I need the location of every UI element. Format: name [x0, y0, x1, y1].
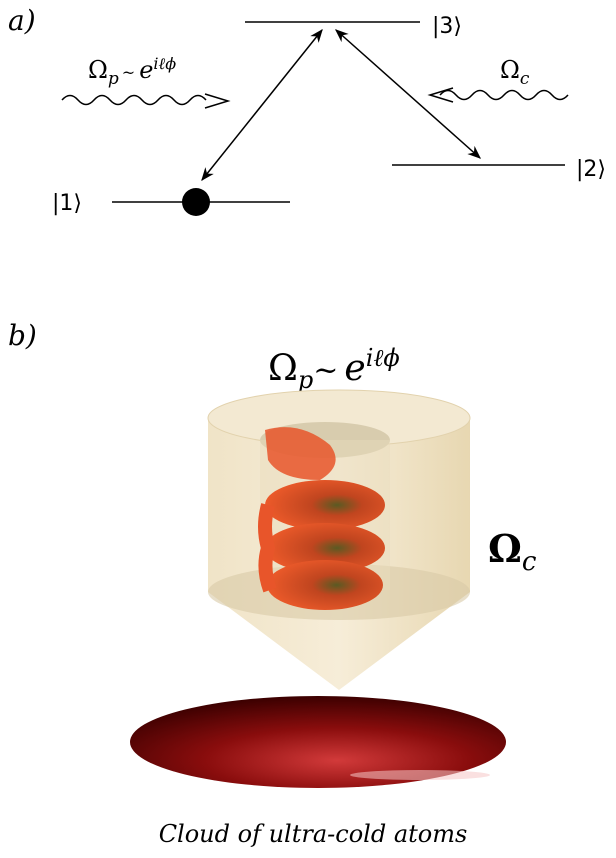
panel-label: a) [8, 4, 36, 37]
transition-arrow [201, 28, 323, 182]
probe-wave-head [204, 93, 231, 109]
helix [258, 503, 277, 593]
caption: Cloud of ultra-cold atoms [159, 820, 468, 848]
helix [265, 427, 336, 480]
coupling-label: Ωc [500, 56, 530, 89]
probe-label: Ωp~eiℓϕ [88, 54, 176, 89]
helix [267, 560, 383, 610]
helix [265, 523, 385, 573]
transition-arrow [334, 29, 482, 159]
level-label: |2⟩ [576, 157, 606, 182]
helix [265, 480, 385, 530]
level-label: |3⟩ [432, 14, 462, 39]
probe-label: Ωp~eiℓϕ [268, 344, 400, 394]
panel-label: b) [8, 319, 37, 352]
coupling-wave-head [427, 87, 454, 103]
atom-population [182, 188, 210, 216]
coupling-wave [439, 89, 569, 101]
level-label: |1⟩ [52, 191, 82, 216]
atom-cloud [130, 696, 506, 788]
coupling-label: Ωc [488, 526, 537, 577]
probe-wave [61, 94, 207, 106]
atom-cloud-highlight [350, 770, 490, 780]
